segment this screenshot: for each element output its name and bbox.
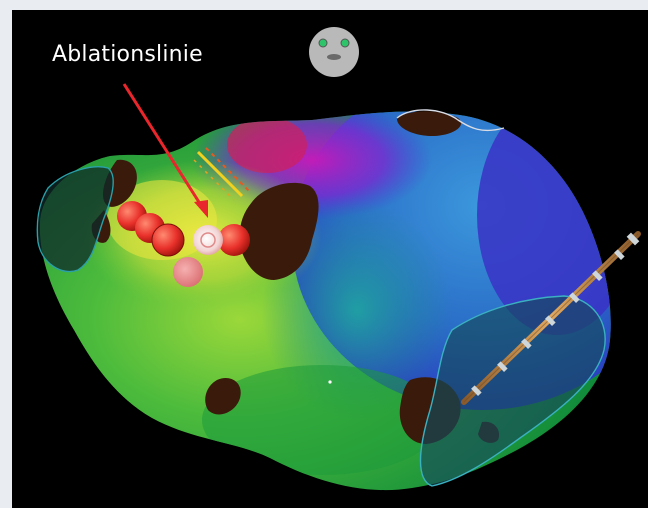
ablation-line xyxy=(193,147,251,201)
annotation-label: Ablationslinie xyxy=(52,42,203,67)
left-appendage xyxy=(36,166,114,273)
ablation-points xyxy=(117,201,332,384)
map-viewport[interactable]: Ablationslinie xyxy=(12,10,648,508)
top-outline xyxy=(396,109,505,132)
annotation-arrow xyxy=(122,83,208,218)
right-appendage xyxy=(419,295,606,487)
mapping-scene xyxy=(36,27,641,491)
heart-surface xyxy=(39,111,611,491)
head-orientation-icon xyxy=(309,27,359,77)
catheter-icon xyxy=(461,231,641,405)
